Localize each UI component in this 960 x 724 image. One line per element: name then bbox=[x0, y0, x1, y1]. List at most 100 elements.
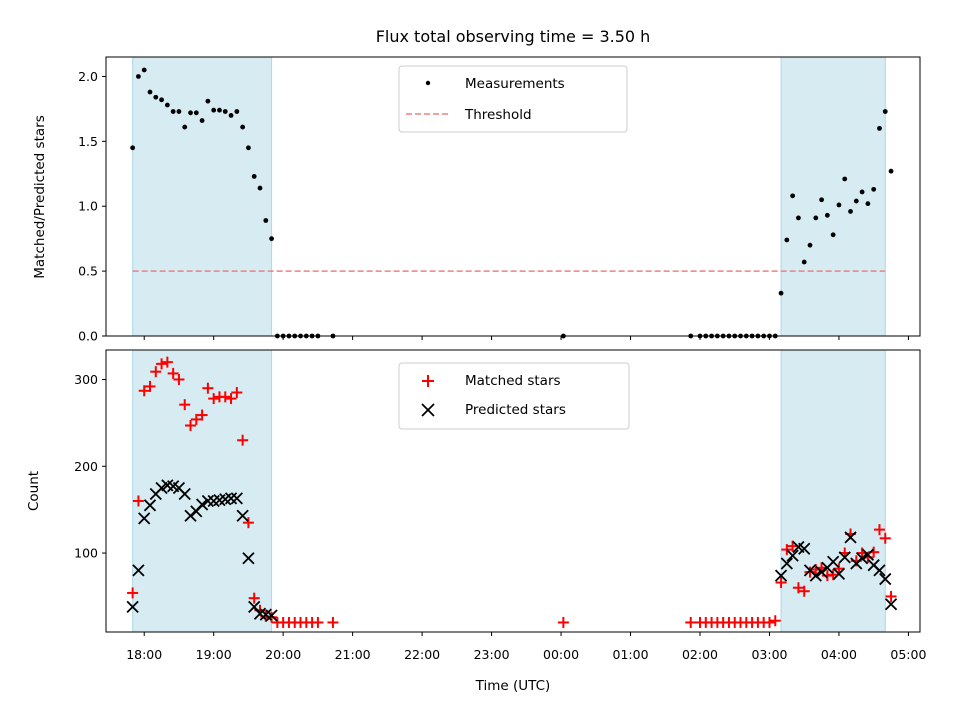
top-legend-frame bbox=[398, 65, 628, 133]
measurements-point-5 bbox=[159, 97, 164, 103]
measurements-point-8 bbox=[176, 109, 182, 114]
y-tick-label-3: 1.5 bbox=[78, 134, 98, 149]
legend-predicted-marker bbox=[421, 403, 435, 417]
matched-stars-point-48 bbox=[763, 616, 775, 628]
predicted-stars-point-39 bbox=[855, 552, 869, 565]
legend-predicted-label: Predicted stars bbox=[465, 402, 566, 418]
top-axes-frame bbox=[105, 56, 921, 337]
matched-stars-point-14 bbox=[208, 393, 220, 405]
measurements-point-68 bbox=[882, 109, 888, 114]
measurements-point-56 bbox=[813, 215, 819, 221]
predicted-stars-point-19 bbox=[236, 509, 249, 522]
matched-stars-point-55 bbox=[804, 566, 816, 578]
predicted-stars-point-12 bbox=[195, 498, 209, 511]
observing-window-shading bbox=[132, 56, 886, 337]
matched-stars-point-10 bbox=[185, 419, 197, 431]
x-tick-label-9: 03:00 bbox=[751, 647, 787, 662]
legend-matched-label: Matched stars bbox=[465, 373, 561, 389]
measurements-point-67 bbox=[877, 125, 882, 131]
predicted-stars-point-13 bbox=[201, 494, 215, 508]
measurements-point-10 bbox=[188, 110, 193, 116]
matched-stars-point-51 bbox=[781, 544, 793, 556]
matched-stars-point-60 bbox=[833, 563, 845, 575]
matched-stars-point-9 bbox=[179, 399, 191, 411]
measurements-point-17 bbox=[228, 112, 234, 118]
measurements-point-7 bbox=[170, 109, 176, 114]
measurements-point-20 bbox=[246, 145, 251, 151]
predicted-stars-point-34 bbox=[827, 555, 840, 568]
measurements-point-21 bbox=[251, 173, 257, 179]
matched-stars-point-67 bbox=[873, 524, 885, 536]
legend-matched-marker bbox=[422, 375, 434, 387]
x-tick-label-3: 21:00 bbox=[335, 647, 371, 662]
x-tick-label-2: 20:00 bbox=[265, 647, 301, 662]
measurements-point-9 bbox=[182, 124, 188, 130]
measurements-point-63 bbox=[853, 198, 859, 204]
matched-stars-point-17 bbox=[225, 393, 237, 405]
bottom-y-ticks: 100 200 300 bbox=[74, 372, 106, 561]
predicted-stars-point-35 bbox=[832, 567, 846, 581]
measurements-point-19 bbox=[240, 124, 246, 130]
top-x-ticks bbox=[143, 336, 909, 340]
bottom-axes-frame bbox=[105, 349, 921, 633]
measurements-point-18 bbox=[234, 109, 240, 114]
top-y-axis-label: Matched/Predicted stars bbox=[32, 115, 48, 278]
measurements-point-24 bbox=[269, 236, 274, 242]
legend-measurements-label: Measurements bbox=[465, 76, 565, 92]
measurements-point-64 bbox=[859, 189, 865, 195]
matched-stars-point-19 bbox=[237, 434, 249, 446]
measurements-point-65 bbox=[865, 201, 871, 207]
predicted-stars-point-3 bbox=[143, 499, 157, 512]
measurements-point-60 bbox=[836, 202, 842, 208]
matched-stars-point-32 bbox=[312, 616, 324, 628]
matched-stars-point-18 bbox=[231, 387, 243, 399]
y-tick-label-1: 200 bbox=[74, 459, 98, 474]
measurements-point-6 bbox=[164, 102, 170, 108]
predicted-stars-point-2 bbox=[138, 512, 151, 525]
top-legend: Measurements Threshold bbox=[398, 65, 628, 133]
predicted-stars-point-27 bbox=[786, 549, 799, 562]
count-panel: 100 200 300 18:00 19:00 20:00 21:00 22:00 23:00… bbox=[26, 349, 926, 694]
predicted-stars-point-24 bbox=[265, 609, 278, 622]
measurements-point-0 bbox=[130, 145, 136, 151]
matched-stars-point-69 bbox=[885, 590, 897, 602]
matched-stars-point-0 bbox=[127, 587, 139, 599]
shaded-interval-0 bbox=[132, 56, 273, 337]
matched-stars-point-16 bbox=[219, 391, 231, 403]
measurements-point-11 bbox=[193, 110, 199, 116]
bottom-x-ticks: 18:00 19:00 20:00 21:00 22:00 23:00 00:00 01:00… bbox=[126, 632, 926, 662]
matched-stars-point-12 bbox=[196, 409, 208, 421]
y-tick-label-4: 2.0 bbox=[78, 69, 98, 84]
predicted-stars-point-1 bbox=[132, 564, 145, 577]
matched-stars-point-2 bbox=[138, 385, 150, 397]
predicted-stars-point-31 bbox=[809, 569, 822, 582]
measurements-point-22 bbox=[257, 185, 263, 191]
matched-stars-point-21 bbox=[248, 592, 260, 604]
predicted-stars-point-20 bbox=[242, 552, 255, 565]
matched-stars-point-8 bbox=[173, 374, 185, 386]
measurements-point-23 bbox=[263, 218, 269, 223]
measurements-point-55 bbox=[807, 242, 813, 248]
shaded-interval-1 bbox=[780, 349, 886, 633]
predicted-stars-point-10 bbox=[184, 509, 197, 522]
x-tick-label-0: 18:00 bbox=[126, 647, 162, 662]
bottom-legend: Matched stars Predicted stars bbox=[398, 362, 630, 430]
top-y-ticks: 0.0 0.5 1.0 1.5 2.0 bbox=[78, 69, 106, 344]
bottom-legend-frame bbox=[398, 362, 630, 430]
x-axis-label: Time (UTC) bbox=[475, 678, 551, 694]
y-tick-label-1: 0.5 bbox=[78, 264, 98, 279]
matched-stars-point-35 bbox=[685, 616, 697, 628]
measurements-point-1 bbox=[136, 74, 141, 79]
matched-stars-point-53 bbox=[792, 582, 804, 594]
y-tick-label-2: 300 bbox=[74, 372, 98, 387]
matched-stars-point-11 bbox=[190, 413, 202, 425]
predicted-stars-point-42 bbox=[873, 564, 886, 577]
predicted-stars-point-18 bbox=[230, 492, 243, 505]
x-tick-label-8: 02:00 bbox=[682, 647, 718, 662]
measurements-point-52 bbox=[790, 193, 796, 199]
y-tick-label-0: 100 bbox=[74, 546, 98, 561]
measurements-point-14 bbox=[211, 107, 217, 113]
matched-stars-point-33 bbox=[327, 616, 339, 628]
predicted-stars-point-26 bbox=[780, 557, 793, 570]
